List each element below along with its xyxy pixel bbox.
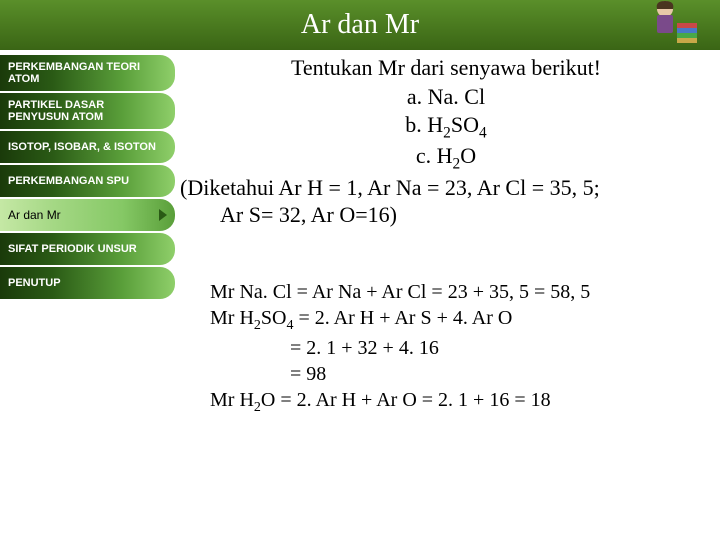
nav-label: PENUTUP (8, 277, 61, 289)
nav-perkembangan-spu[interactable]: PERKEMBANGAN SPU (0, 165, 175, 197)
books-icon (645, 0, 700, 55)
answer-line-3: = 2. 1 + 32 + 4. 16 (210, 335, 712, 361)
nav-ar-dan-mr[interactable]: Ar dan Mr (0, 199, 175, 231)
subscript: 4 (479, 124, 487, 141)
text: Mr H (210, 307, 254, 329)
nav-label: PARTIKEL DASAR PENYUSUN ATOM (8, 99, 167, 123)
text: c. H (416, 143, 453, 168)
answer-line-4: = 98 (210, 361, 712, 387)
question-item-a: a. Na. Cl (180, 83, 712, 111)
chevron-right-icon (159, 209, 167, 221)
nav-label: ISOTOP, ISOBAR, & ISOTON (8, 141, 156, 153)
nav-label: Ar dan Mr (8, 208, 61, 222)
question-title: Tentukan Mr dari senyawa berikut! (180, 55, 712, 81)
text: O (460, 143, 476, 168)
text: = 2. Ar H + Ar S + 4. Ar O (293, 307, 512, 329)
text: b. H (405, 112, 443, 137)
sidebar: PERKEMBANGAN TEORI ATOM PARTIKEL DASAR P… (0, 55, 175, 301)
content-area: Tentukan Mr dari senyawa berikut! a. Na.… (180, 55, 712, 417)
text: a. Na. Cl (407, 84, 485, 109)
given-info-1: (Diketahui Ar H = 1, Ar Na = 23, Ar Cl =… (180, 174, 712, 202)
answers-block: Mr Na. Cl = Ar Na + Ar Cl = 23 + 35, 5 =… (210, 279, 712, 417)
nav-label: SIFAT PERIODIK UNSUR (8, 243, 137, 255)
header: Ar dan Mr (0, 0, 720, 50)
nav-isotop-isobar-isoton[interactable]: ISOTOP, ISOBAR, & ISOTON (0, 131, 175, 163)
nav-penutup[interactable]: PENUTUP (0, 267, 175, 299)
text: O = 2. Ar H + Ar O = 2. 1 + 16 = 18 (261, 389, 551, 411)
header-title: Ar dan Mr (301, 9, 419, 41)
answer-line-5: Mr H2O = 2. Ar H + Ar O = 2. 1 + 16 = 18 (210, 387, 712, 417)
text: SO (451, 112, 479, 137)
question-item-b: b. H2SO4 (180, 111, 712, 143)
answer-line-2: Mr H2SO4 = 2. Ar H + Ar S + 4. Ar O (210, 305, 712, 335)
given-info-2: Ar S= 32, Ar O=16) (180, 201, 712, 229)
text: Mr H (210, 389, 254, 411)
question-item-c: c. H2O (180, 142, 712, 174)
answer-line-1: Mr Na. Cl = Ar Na + Ar Cl = 23 + 35, 5 =… (210, 279, 712, 305)
nav-partikel-dasar[interactable]: PARTIKEL DASAR PENYUSUN ATOM (0, 93, 175, 129)
nav-label: PERKEMBANGAN TEORI ATOM (8, 61, 167, 85)
text: SO (261, 307, 287, 329)
nav-sifat-periodik[interactable]: SIFAT PERIODIK UNSUR (0, 233, 175, 265)
subscript: 2 (443, 124, 451, 141)
subscript: 2 (254, 318, 261, 333)
nav-label: PERKEMBANGAN SPU (8, 175, 129, 187)
nav-perkembangan-teori-atom[interactable]: PERKEMBANGAN TEORI ATOM (0, 55, 175, 91)
subscript: 2 (254, 400, 261, 415)
